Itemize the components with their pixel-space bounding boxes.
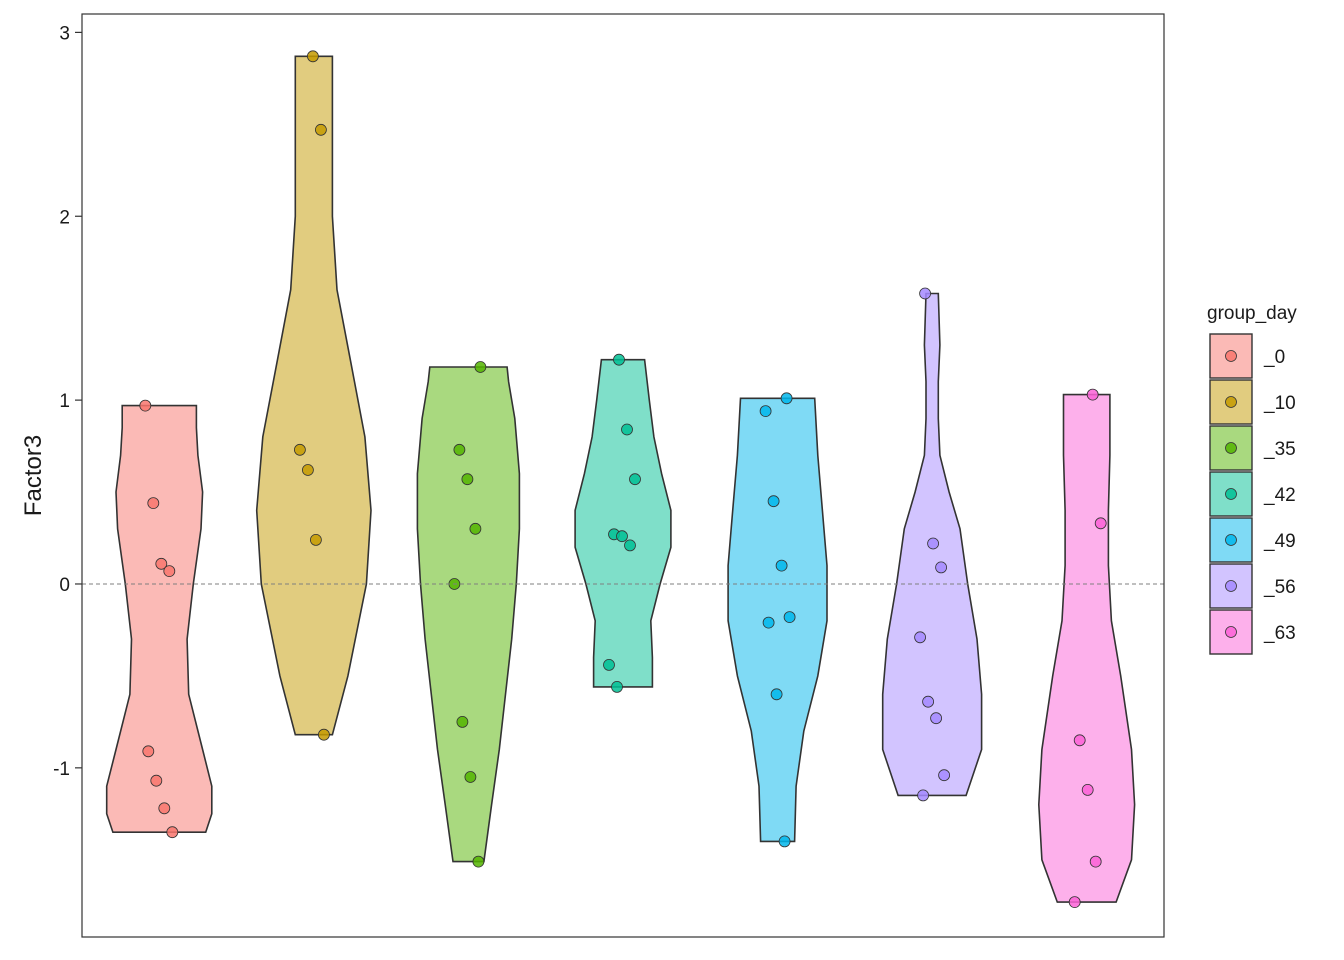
data-point (1068, 896, 1081, 908)
data-point (306, 50, 319, 63)
data-point (464, 771, 477, 783)
data-point (927, 537, 939, 550)
data-point (293, 443, 306, 456)
data-point (456, 716, 469, 728)
y-tick-label: 2 (59, 207, 70, 228)
data-point (922, 695, 934, 708)
data-point (469, 522, 482, 535)
violin-day-10 (255, 55, 372, 736)
data-point (166, 826, 179, 839)
data-point (314, 123, 327, 136)
y-tick-label: 3 (59, 23, 70, 44)
data-point (621, 423, 633, 436)
data-point (1073, 734, 1086, 747)
data-point (629, 473, 641, 486)
data-point (139, 399, 152, 412)
data-point (935, 561, 947, 574)
data-point (778, 835, 791, 848)
y-tick-label: 1 (59, 391, 70, 412)
data-point (1086, 388, 1099, 401)
legend-label: _63 (1263, 623, 1296, 644)
data-point (780, 392, 793, 405)
legend-label: _35 (1263, 439, 1296, 460)
data-point (938, 769, 950, 782)
violin-day-63 (1037, 393, 1136, 903)
data-point (914, 631, 926, 644)
data-point (919, 287, 931, 300)
data-point (472, 855, 485, 868)
data-point (1094, 517, 1107, 530)
data-point (1089, 855, 1102, 868)
data-point (453, 443, 466, 456)
legend-label: _0 (1263, 347, 1285, 368)
y-axis-label: Factor3 (20, 435, 47, 516)
data-point (461, 473, 474, 486)
data-point (616, 530, 628, 543)
legend-key-point (1225, 488, 1237, 500)
data-point (158, 802, 171, 815)
legend-key-point (1225, 442, 1237, 454)
data-point (301, 464, 314, 476)
data-point (930, 712, 942, 725)
legend-key-point (1225, 396, 1237, 408)
legend-key-point (1225, 580, 1237, 592)
legend-label: _10 (1263, 393, 1296, 414)
data-point (770, 688, 783, 701)
points-layer (139, 50, 1107, 908)
data-point (163, 565, 176, 577)
y-axis: -1 0 1 2 3 (53, 23, 82, 780)
violin-day-35 (416, 366, 521, 863)
data-point (317, 728, 330, 741)
violin-day-49 (727, 397, 828, 843)
data-point (613, 353, 625, 366)
legend: group_day _0 _10 _35 _42 _49 _56 _63 (1207, 303, 1297, 655)
data-point (775, 559, 788, 572)
data-point (150, 774, 163, 787)
legend-label: _56 (1263, 577, 1296, 598)
legend-key-point (1225, 626, 1237, 638)
violins-layer (105, 55, 1136, 903)
y-tick-label: 0 (59, 575, 70, 596)
legend-title: group_day (1207, 303, 1297, 324)
data-point (624, 539, 636, 552)
data-point (155, 557, 168, 570)
legend-key (1209, 425, 1253, 471)
legend-label: _49 (1263, 531, 1296, 552)
data-point (474, 361, 487, 373)
y-tick-label: -1 (53, 759, 70, 780)
data-point (147, 497, 160, 510)
legend-key-point (1225, 350, 1237, 362)
data-point (611, 681, 623, 693)
violin-day-0 (105, 404, 213, 833)
data-point (767, 495, 780, 508)
data-point (783, 611, 796, 623)
plot-panel-border (81, 13, 1165, 938)
legend-label: _42 (1263, 485, 1296, 506)
data-point (309, 534, 322, 546)
data-point (142, 745, 155, 758)
data-point (759, 405, 772, 418)
violin-day-42 (574, 358, 672, 688)
data-point (762, 616, 775, 629)
legend-key (1209, 333, 1253, 379)
legend-key-point (1225, 534, 1237, 546)
data-point (917, 789, 929, 802)
data-point (1081, 784, 1094, 796)
data-point (603, 659, 615, 671)
